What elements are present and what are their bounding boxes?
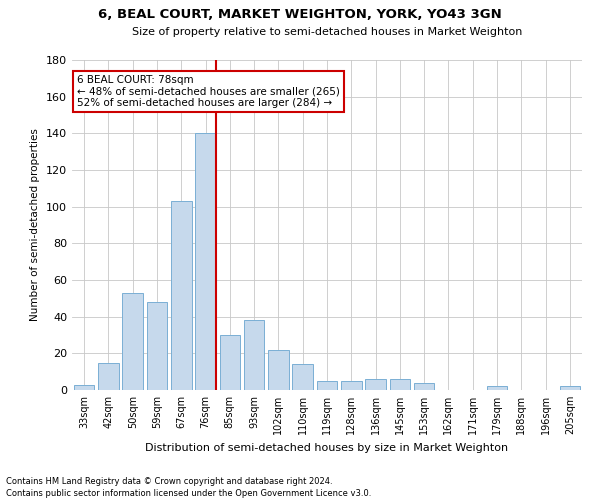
Bar <box>268 350 289 390</box>
Bar <box>317 381 337 390</box>
Bar <box>195 134 216 390</box>
Bar <box>389 379 410 390</box>
Bar <box>414 382 434 390</box>
Text: 6, BEAL COURT, MARKET WEIGHTON, YORK, YO43 3GN: 6, BEAL COURT, MARKET WEIGHTON, YORK, YO… <box>98 8 502 20</box>
Bar <box>560 386 580 390</box>
Text: Contains HM Land Registry data © Crown copyright and database right 2024.
Contai: Contains HM Land Registry data © Crown c… <box>6 476 371 498</box>
Bar <box>74 384 94 390</box>
Bar <box>244 320 265 390</box>
X-axis label: Distribution of semi-detached houses by size in Market Weighton: Distribution of semi-detached houses by … <box>145 442 509 452</box>
Bar <box>292 364 313 390</box>
Bar <box>341 381 362 390</box>
Bar <box>487 386 508 390</box>
Y-axis label: Number of semi-detached properties: Number of semi-detached properties <box>31 128 40 322</box>
Bar <box>365 379 386 390</box>
Title: Size of property relative to semi-detached houses in Market Weighton: Size of property relative to semi-detach… <box>132 27 522 37</box>
Bar <box>98 362 119 390</box>
Bar <box>122 293 143 390</box>
Bar <box>146 302 167 390</box>
Bar <box>220 335 240 390</box>
Bar <box>171 201 191 390</box>
Text: 6 BEAL COURT: 78sqm
← 48% of semi-detached houses are smaller (265)
52% of semi-: 6 BEAL COURT: 78sqm ← 48% of semi-detach… <box>77 75 340 108</box>
